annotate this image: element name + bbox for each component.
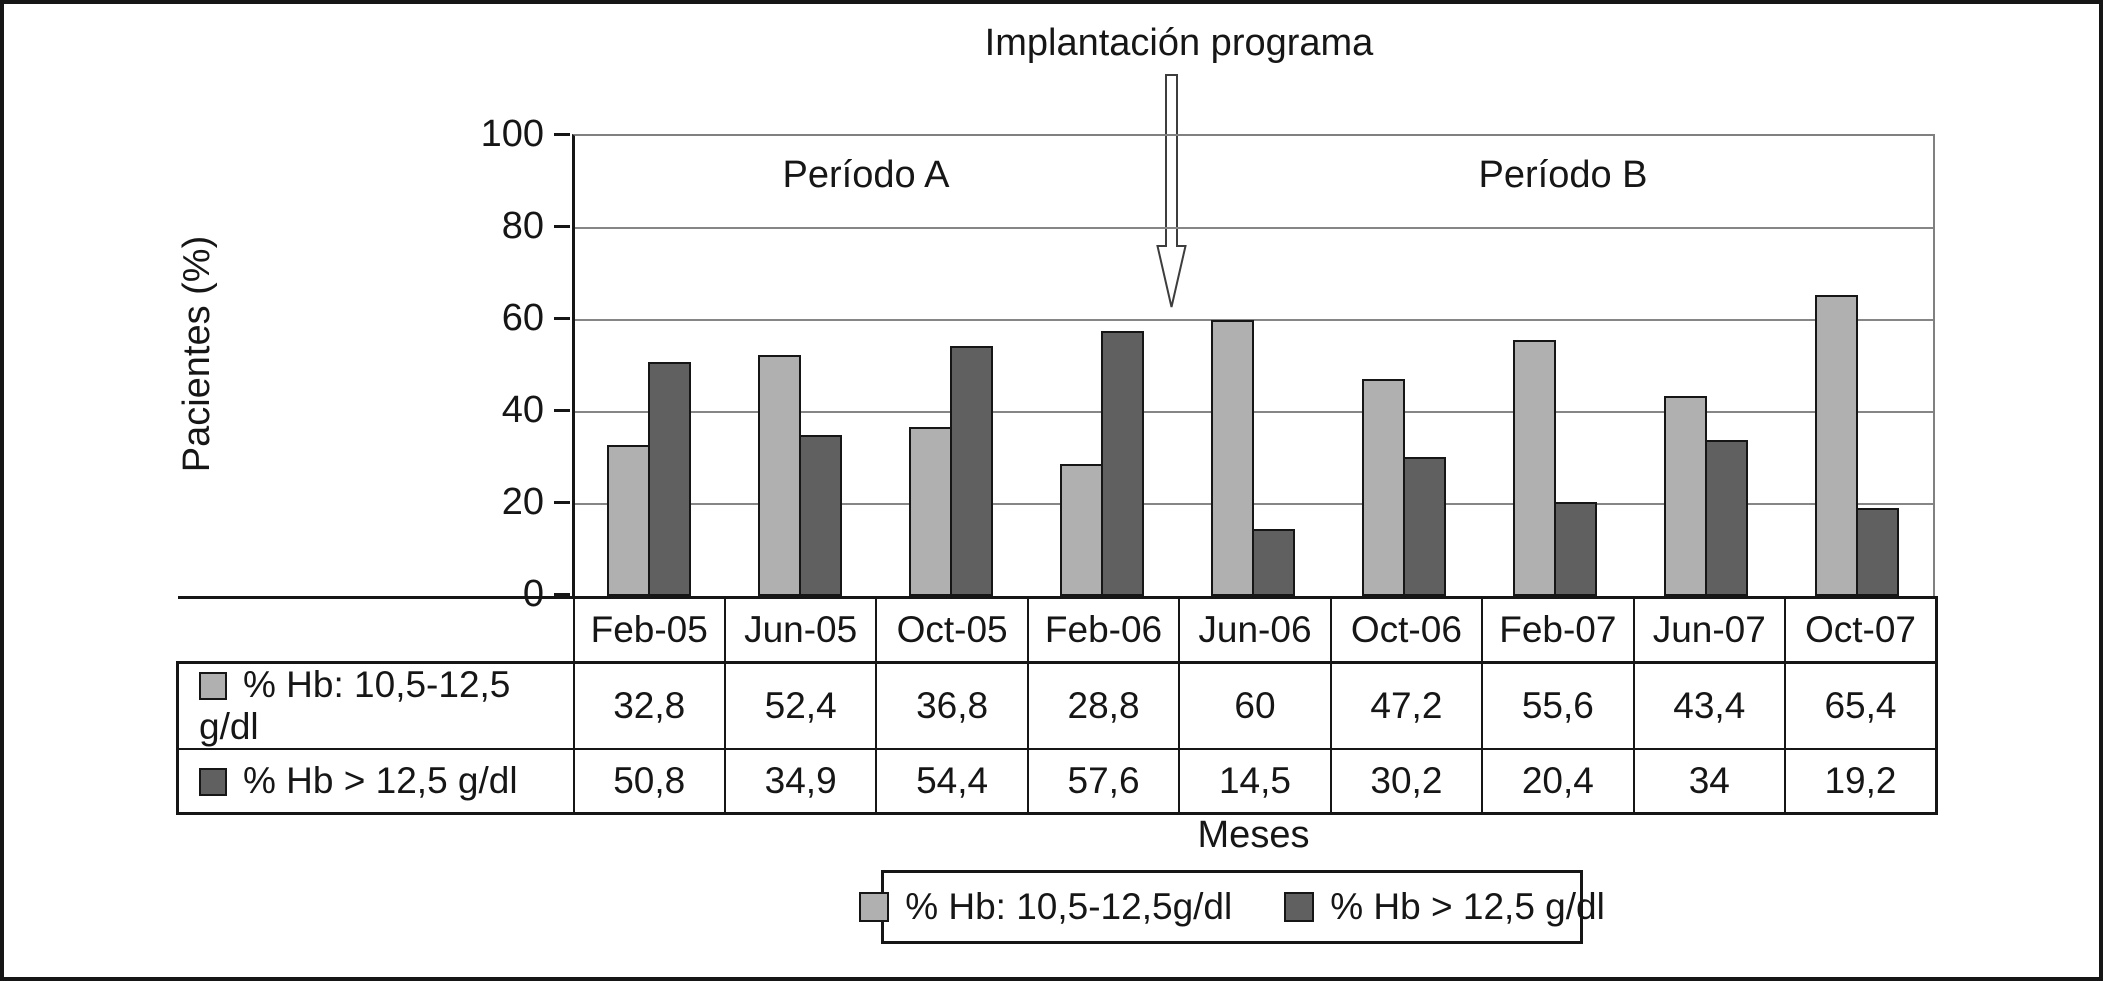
bar-dark [648, 362, 692, 596]
month-header-cell: Jun-05 [723, 596, 878, 664]
value-cell: 52,4 [723, 661, 878, 750]
y-tick-label: 40 [501, 389, 544, 431]
value-cell: 47,2 [1329, 661, 1484, 750]
bar-dark [1252, 529, 1295, 596]
bar-light [758, 354, 802, 596]
value-cell: 32,8 [572, 661, 726, 750]
bar-light [1512, 340, 1556, 596]
plot-area [572, 134, 1935, 596]
y-tick-mark [554, 593, 570, 596]
legend-label: % Hb: 10,5-12,5g/dl [905, 886, 1233, 927]
value-cell: 60 [1178, 661, 1332, 750]
annotation-title: Implantación programa [984, 22, 1374, 64]
x-axis-title: Meses [1197, 814, 1310, 856]
bar-light [1361, 378, 1405, 596]
value-cell: 30,2 [1329, 748, 1484, 815]
bar-light [607, 445, 651, 596]
value-cell: 34 [1632, 748, 1787, 815]
bar-dark [799, 435, 843, 596]
bar-dark [1704, 439, 1748, 596]
series-label: % Hb > 12,5 g/dl [243, 760, 518, 801]
legend-swatch-dark-icon [1284, 892, 1315, 922]
legend: % Hb: 10,5-12,5g/dl % Hb > 12,5 g/dl [859, 870, 1605, 944]
y-axis-title: Pacientes (%) [176, 235, 218, 473]
value-cell: 20,4 [1481, 748, 1635, 815]
value-cell: 43,4 [1632, 661, 1787, 750]
month-header-cell: Jun-07 [1632, 596, 1787, 664]
grid-line [575, 503, 1933, 505]
y-tick-mark [554, 501, 570, 504]
y-tick-label: 100 [480, 113, 544, 155]
month-header-cell: Oct-06 [1329, 596, 1484, 664]
value-cell: 54,4 [875, 748, 1029, 815]
bar-dark [950, 345, 994, 596]
down-arrow-icon [1156, 74, 1187, 308]
value-cell: 19,2 [1783, 748, 1938, 815]
value-cell: 50,8 [572, 748, 726, 815]
y-tick-mark [554, 409, 570, 412]
month-header-cell: Oct-07 [1783, 596, 1938, 664]
legend-item: % Hb > 12,5 g/dl [1284, 886, 1605, 928]
data-table: Feb-05 Jun-05 Oct-05 Feb-06 Jun-06 Oct-06 Feb-… [176, 596, 1938, 815]
grid-line [575, 411, 1933, 413]
value-cell: 57,6 [1026, 748, 1181, 815]
value-cell: 36,8 [875, 661, 1029, 750]
bar-dark [1402, 457, 1446, 596]
series-label-cell: % Hb: 10,5-12,5 g/dl [176, 661, 575, 750]
value-cell: 55,6 [1481, 661, 1635, 750]
bar-light [1060, 463, 1104, 596]
bar-dark [1553, 502, 1597, 596]
period-a-label: Período A [782, 154, 950, 196]
series-label-cell: % Hb > 12,5 g/dl [176, 748, 575, 815]
y-tick-mark [554, 225, 570, 228]
bar-light [1211, 320, 1254, 596]
month-header-cell: Jun-06 [1178, 596, 1332, 664]
value-cell: 28,8 [1026, 661, 1181, 750]
grid-line [575, 227, 1933, 229]
value-cell: 65,4 [1783, 661, 1938, 750]
bar-dark [1101, 331, 1145, 596]
month-header-cell: Feb-07 [1481, 596, 1635, 664]
bar-light [1814, 295, 1858, 596]
y-tick-label: 80 [501, 205, 544, 247]
y-tick-mark [554, 133, 570, 136]
table-swatch-dark-icon [199, 768, 227, 796]
legend-swatch-light-icon [859, 892, 890, 922]
y-tick-mark [554, 317, 570, 320]
value-cell: 14,5 [1178, 748, 1332, 815]
legend-item: % Hb: 10,5-12,5g/dl [859, 886, 1232, 928]
value-cell: 34,9 [723, 748, 878, 815]
y-tick-label: 20 [501, 481, 544, 523]
y-axis: 0 20 40 60 80 100 [442, 114, 570, 614]
month-header-cell: Oct-05 [875, 596, 1029, 664]
grid-line [575, 319, 1933, 321]
series-row: % Hb > 12,5 g/dl 50,8 34,9 54,4 57,6 14,5 30,2… [176, 748, 1938, 815]
table-swatch-light-icon [199, 672, 227, 700]
bar-dark [1855, 507, 1899, 596]
month-header-cell: Feb-05 [572, 596, 726, 664]
legend-label: % Hb > 12,5 g/dl [1330, 886, 1605, 927]
month-header-row: Feb-05 Jun-05 Oct-05 Feb-06 Jun-06 Oct-06 Feb-… [177, 596, 1938, 664]
y-tick-label: 60 [501, 297, 544, 339]
bar-light [909, 426, 953, 596]
series-row: % Hb: 10,5-12,5 g/dl 32,8 52,4 36,8 28,8 60 47… [176, 661, 1938, 750]
corner-cell [177, 596, 574, 663]
series-label: % Hb: 10,5-12,5 g/dl [199, 664, 511, 747]
month-header-cell: Feb-06 [1026, 596, 1181, 664]
period-b-label: Período B [1478, 154, 1648, 196]
bar-light [1663, 396, 1707, 596]
